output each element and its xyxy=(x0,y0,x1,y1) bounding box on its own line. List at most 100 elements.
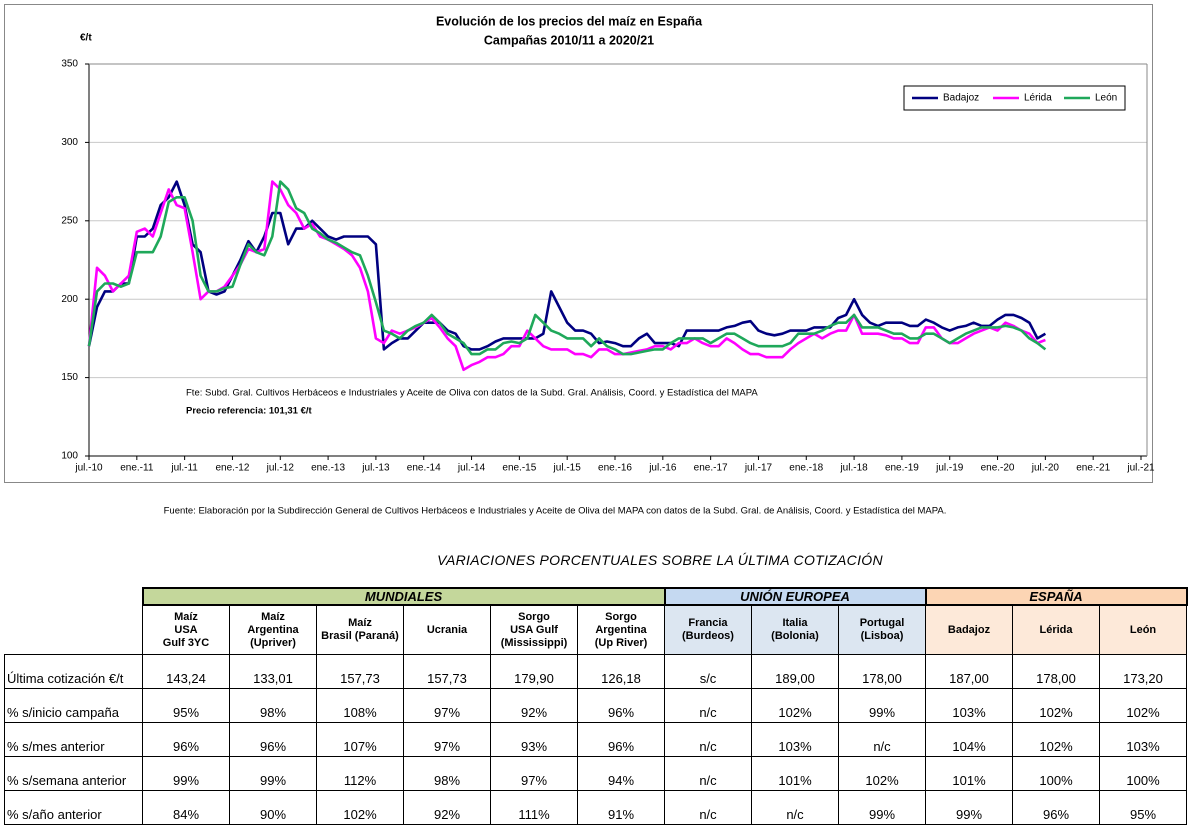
column-header-line: Maíz xyxy=(348,617,372,629)
x-tick-label: jul.-17 xyxy=(744,463,773,474)
table-cell: 98% xyxy=(229,688,317,723)
group-header: MUNDIALES xyxy=(141,587,666,606)
table-cell: 102% xyxy=(1099,688,1187,723)
y-tick-label: 300 xyxy=(61,137,78,148)
row-label: % s/mes anterior xyxy=(4,722,143,757)
table-cell: 97% xyxy=(490,756,578,791)
column-header: Italia (Bolonia) xyxy=(751,604,839,655)
table-cell: 178,00 xyxy=(838,654,926,689)
table-cell: 179,90 xyxy=(490,654,578,689)
table-cell: 96% xyxy=(577,688,665,723)
table-cell: 96% xyxy=(142,722,230,757)
group-header: UNIÓN EUROPEA xyxy=(663,587,927,606)
column-header: Maíz Brasil (Paraná) xyxy=(316,604,404,655)
table-cell: 108% xyxy=(316,688,404,723)
column-header-line: Portugal xyxy=(859,617,905,629)
x-tick-label: ene.-17 xyxy=(694,463,728,474)
x-tick-label: ene.-13 xyxy=(311,463,345,474)
table-cell: 95% xyxy=(142,688,230,723)
column-header-line: Brasil (Paraná) xyxy=(321,630,399,642)
legend-label: León xyxy=(1095,93,1117,104)
table-cell: 133,01 xyxy=(229,654,317,689)
x-tick-label: ene.-19 xyxy=(885,463,919,474)
column-header: Lérida xyxy=(1012,604,1100,655)
x-tick-label: ene.-14 xyxy=(407,463,441,474)
table-cell: 102% xyxy=(316,790,404,825)
column-header-line: (Up River) xyxy=(594,636,648,649)
y-tick-label: 150 xyxy=(61,372,78,383)
x-tick-label: jul.-14 xyxy=(457,463,486,474)
data-row: % s/año anterior 84% 90% 102% 92% 111% 91% n/c n… xyxy=(4,790,1187,825)
table-cell: 99% xyxy=(838,790,926,825)
column-header-line: USA xyxy=(174,623,198,636)
column-header: Badajoz xyxy=(925,604,1013,655)
x-tick-label: jul.-16 xyxy=(648,463,677,474)
data-row: % s/semana anterior 99% 99% 112% 98% 97% 94% n/… xyxy=(4,756,1187,791)
x-tick-label: jul.-15 xyxy=(553,463,582,474)
y-axis-label: €/t xyxy=(80,33,92,44)
chart-subtitle: Campañas 2010/11 a 2020/21 xyxy=(484,33,654,47)
data-row: % s/inicio campaña 95% 98% 108% 97% 92% 96% n/c… xyxy=(4,688,1187,723)
column-header-line: Argentina xyxy=(247,623,299,636)
table-cell: 102% xyxy=(1012,722,1100,757)
series-line xyxy=(87,180,1047,356)
table-title: VARIACIONES PORCENTUALES SOBRE LA ÚLTIMA… xyxy=(437,552,883,568)
table: MUNDIALES UNIÓN EUROPEA ESPAÑA Maíz USA Gulf … xyxy=(4,587,1188,825)
row-label: % s/inicio campaña xyxy=(4,688,143,723)
table-cell: n/c xyxy=(664,756,752,791)
table-cell: 103% xyxy=(751,722,839,757)
column-header-line: (Mississippi) xyxy=(500,636,568,649)
x-tick-label: jul.-21 xyxy=(1126,463,1155,474)
column-header: Sorgo USA Gulf (Mississippi) xyxy=(490,604,578,655)
table-cell: 157,73 xyxy=(316,654,404,689)
chart: Evolución de los precios del maíz en Esp… xyxy=(4,4,1155,517)
table-cell: n/c xyxy=(664,790,752,825)
column-header-line: Italia xyxy=(782,617,808,629)
table-cell: n/c xyxy=(838,722,926,757)
table-cell: 96% xyxy=(577,722,665,757)
table-cell: 111% xyxy=(490,790,578,825)
column-header-line: Sorgo xyxy=(605,610,637,623)
source-note: Fuente: Elaboración por la Subdirección … xyxy=(164,506,947,517)
column-header-line: Maíz xyxy=(261,610,285,623)
table-cell: 187,00 xyxy=(925,654,1013,689)
table-cell: 96% xyxy=(1012,790,1100,825)
table-cell: 84% xyxy=(142,790,230,825)
x-tick-label: jul.-12 xyxy=(266,463,295,474)
table-cell: 100% xyxy=(1099,756,1187,791)
column-header-line: Gulf 3YC xyxy=(162,636,210,649)
table-cell: 99% xyxy=(142,756,230,791)
x-tick-label: jul.-11 xyxy=(170,463,198,474)
x-tick-label: ene.-11 xyxy=(120,463,154,474)
x-tick-label: ene.-12 xyxy=(215,463,249,474)
x-tick-label: ene.-21 xyxy=(1076,463,1110,474)
table-cell: 178,00 xyxy=(1012,654,1100,689)
x-tick-label: jul.-13 xyxy=(361,463,390,474)
column-header-line: (Bolonia) xyxy=(771,630,819,642)
column-header-line: Francia xyxy=(688,617,728,629)
table-cell: 103% xyxy=(925,688,1013,723)
table-cell: 99% xyxy=(925,790,1013,825)
table-cell: 97% xyxy=(403,722,491,757)
table-cell: 90% xyxy=(229,790,317,825)
column-header: Maíz Argentina (Upriver) xyxy=(229,604,317,655)
chart-title: Evolución de los precios del maíz en Esp… xyxy=(436,14,703,28)
x-tick-label: jul.-20 xyxy=(1031,463,1060,474)
table-cell: 91% xyxy=(577,790,665,825)
table-cell: 99% xyxy=(838,688,926,723)
column-header: Portugal (Lisboa) xyxy=(838,604,926,655)
column-header-line: Ucrania xyxy=(426,623,468,636)
table-cell: 143,24 xyxy=(142,654,230,689)
x-tick-label: ene.-16 xyxy=(598,463,632,474)
annotation: Precio referencia: 101,31 €/t xyxy=(186,406,313,417)
table-cell: 173,20 xyxy=(1099,654,1187,689)
group-row: MUNDIALES UNIÓN EUROPEA ESPAÑA xyxy=(5,587,1188,606)
column-header-line: USA Gulf xyxy=(510,623,558,636)
x-tick-label: ene.-15 xyxy=(502,463,536,474)
legend: Badajoz Lérida León xyxy=(903,85,1126,111)
table-cell: 92% xyxy=(403,790,491,825)
row-label: % s/año anterior xyxy=(4,790,143,825)
x-tick-label: ene.-20 xyxy=(981,463,1015,474)
column-header-line: Lérida xyxy=(1039,623,1073,636)
table-cell: 102% xyxy=(751,688,839,723)
